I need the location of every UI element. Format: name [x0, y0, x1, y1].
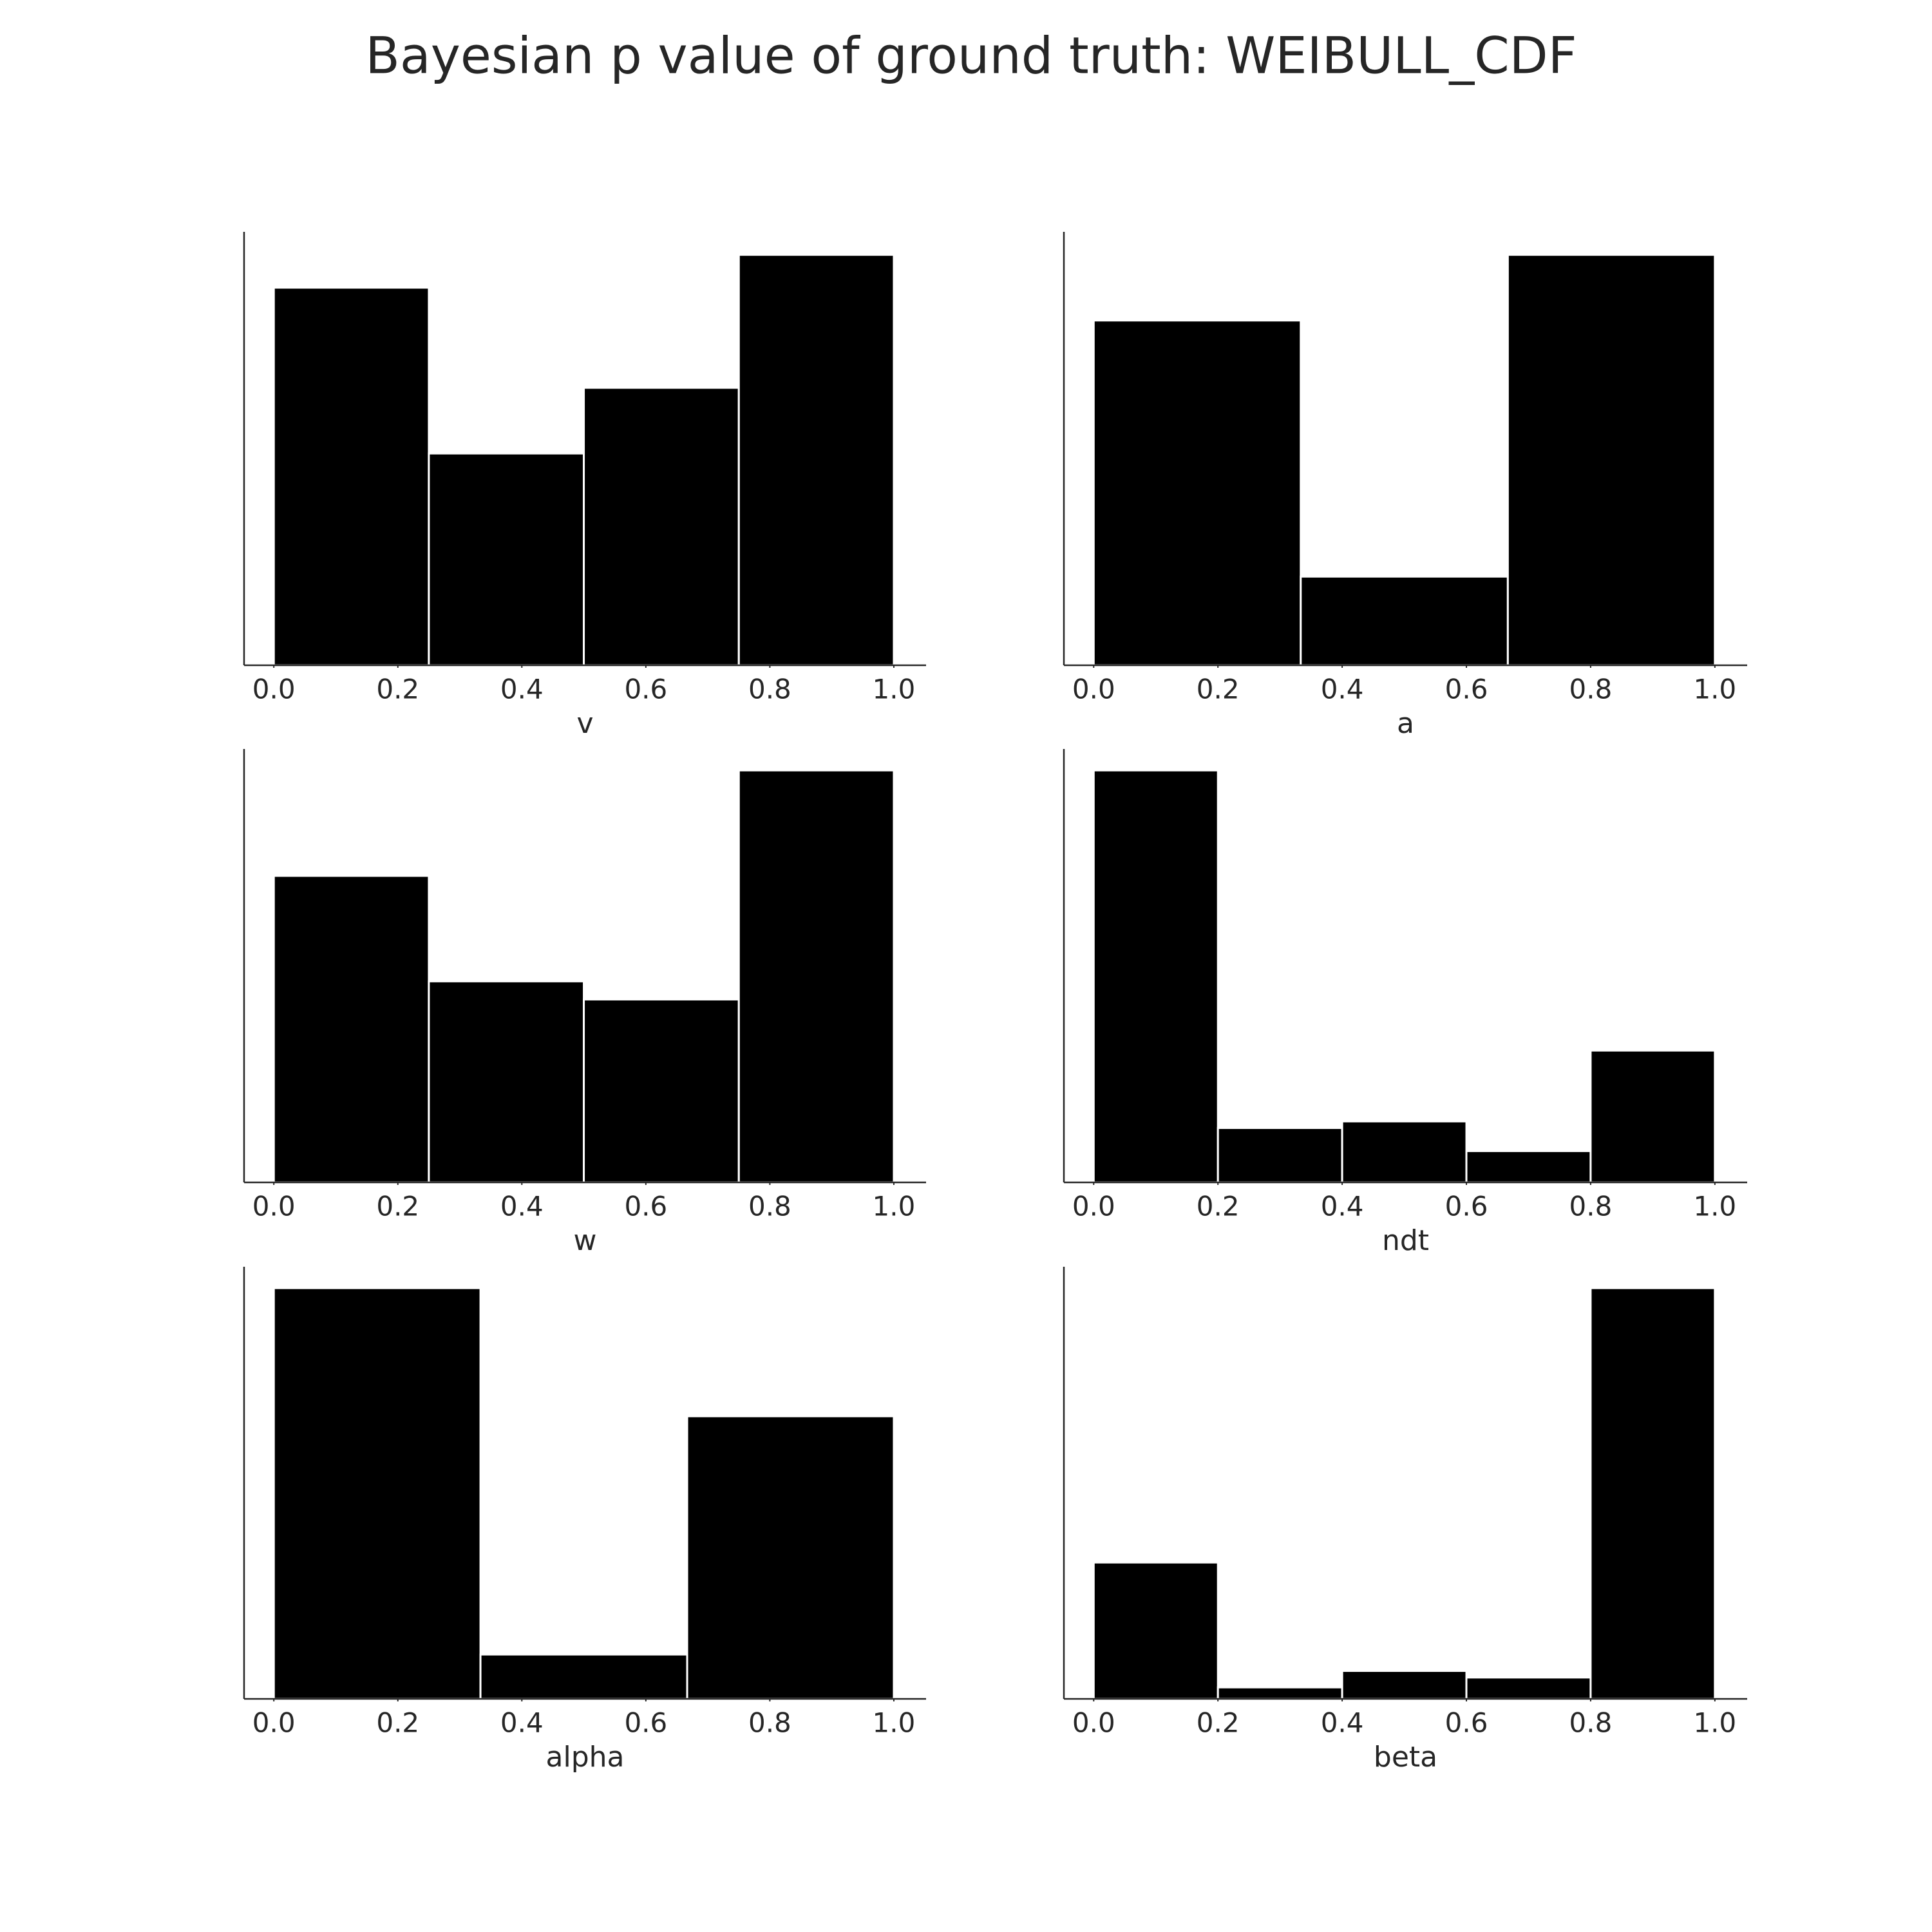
x-tick-label: 0.2: [376, 1707, 419, 1739]
histogram-bar: [1217, 1686, 1343, 1700]
histogram-bar: [737, 769, 895, 1184]
x-tick-label: 0.6: [624, 674, 667, 705]
x-tick-label: 0.2: [1197, 1707, 1240, 1739]
histogram-bar: [1092, 1561, 1219, 1700]
x-tick-label: 0.0: [252, 1191, 296, 1222]
histogram-bar: [428, 980, 585, 1184]
x-tick-label: 0.8: [748, 1191, 791, 1222]
histogram-bar: [1465, 1150, 1592, 1184]
x-tick-label: 0.4: [1321, 1707, 1364, 1739]
x-tick-label: 0.4: [1321, 674, 1364, 705]
x-axis-label: alpha: [546, 1741, 625, 1774]
histogram-bar: [686, 1415, 895, 1700]
histogram-bar: [737, 254, 895, 667]
x-axis-label: w: [574, 1224, 597, 1257]
histogram-bar: [583, 998, 740, 1184]
x-axis-label: a: [1397, 707, 1414, 740]
x-tick-label: 0.6: [624, 1707, 667, 1739]
histogram-bar: [1341, 1120, 1468, 1184]
x-axis-label: ndt: [1382, 1224, 1429, 1257]
x-tick-label: 0.2: [1197, 674, 1240, 705]
histogram-bar: [1341, 1670, 1468, 1700]
x-axis-label: v: [576, 707, 593, 740]
x-tick-label: 0.8: [748, 674, 791, 705]
x-tick-label: 0.4: [500, 1707, 544, 1739]
x-tick-label: 0.0: [252, 674, 296, 705]
histogram-bar: [272, 1287, 482, 1700]
x-tick-label: 1.0: [1693, 674, 1736, 705]
x-tick-label: 1.0: [1693, 1191, 1736, 1222]
x-tick-label: 0.0: [252, 1707, 296, 1739]
x-tick-label: 1.0: [873, 1191, 916, 1222]
histogram-bar: [1589, 1287, 1716, 1700]
x-axis-label: beta: [1374, 1741, 1437, 1774]
x-tick-label: 0.0: [1072, 1707, 1115, 1739]
figure-title: Bayesian p value of ground truth: WEIBUL…: [365, 27, 1577, 85]
histogram-bar: [1092, 769, 1219, 1184]
x-tick-label: 0.4: [1321, 1191, 1364, 1222]
histogram-bar: [1506, 254, 1716, 667]
x-tick-label: 0.6: [1445, 674, 1488, 705]
histogram-bar: [1589, 1049, 1716, 1184]
histogram-bar: [1465, 1676, 1592, 1700]
histogram-bar: [583, 386, 740, 667]
x-tick-label: 0.2: [376, 1191, 419, 1222]
x-tick-label: 0.2: [376, 674, 419, 705]
x-tick-label: 0.2: [1197, 1191, 1240, 1222]
x-tick-label: 0.4: [500, 674, 544, 705]
x-tick-label: 1.0: [873, 674, 916, 705]
histogram-bar: [272, 875, 430, 1184]
x-tick-label: 0.8: [748, 1707, 791, 1739]
x-tick-label: 0.6: [1445, 1707, 1488, 1739]
histogram-bar: [272, 287, 430, 667]
x-tick-label: 0.4: [500, 1191, 544, 1222]
histogram-bar: [479, 1653, 688, 1700]
x-tick-label: 0.6: [1445, 1191, 1488, 1222]
histogram-bar: [1300, 575, 1509, 667]
x-tick-label: 0.0: [1072, 674, 1115, 705]
histogram-bar: [1217, 1127, 1343, 1184]
x-tick-label: 0.8: [1569, 1707, 1613, 1739]
x-tick-label: 0.6: [624, 1191, 667, 1222]
histogram-bar: [428, 452, 585, 667]
x-tick-label: 1.0: [873, 1707, 916, 1739]
x-tick-label: 0.8: [1569, 674, 1613, 705]
x-tick-label: 1.0: [1693, 1707, 1736, 1739]
x-tick-label: 0.0: [1072, 1191, 1115, 1222]
histogram-bar: [1092, 319, 1302, 667]
x-tick-label: 0.8: [1569, 1191, 1613, 1222]
